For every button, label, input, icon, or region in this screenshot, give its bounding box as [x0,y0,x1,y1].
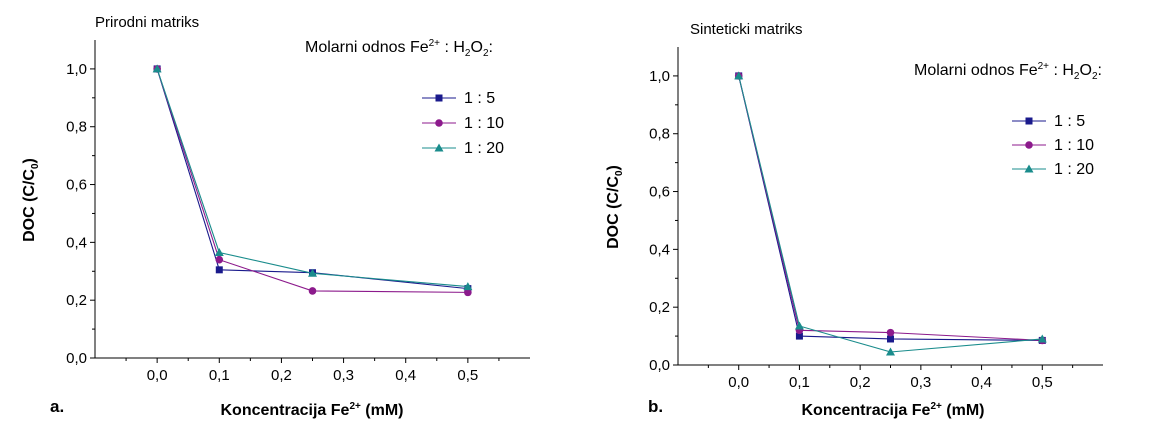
legend-label: 1 : 5 [1054,113,1085,130]
x-tick-label: 0,3 [333,367,354,384]
series-line-1 [738,75,1043,341]
data-point [734,71,744,80]
panel-title: Sinteticki matriks [690,21,803,38]
chart-panel-a: 0,0 0,2 0,4 0,6 0,8 1,0 0,0 0,1 0,2 0,3 0,4 0,5 Prir… [21,14,530,419]
panel-title: Prirodni matriks [95,14,199,31]
data-point [308,287,317,295]
y-axis-title: DOC (C/C0) [21,158,41,242]
x-tick-label: 0,4 [971,374,992,391]
legend-label: 1 : 10 [464,115,504,132]
data-point [215,255,224,264]
x-tick-label: 0,5 [1032,374,1053,391]
x-tick-label: 0,1 [789,374,810,391]
x-tick-label: 0,1 [209,367,230,384]
x-tick-label: 0,2 [271,367,292,384]
series-line-2 [156,68,468,293]
x-axis-title: Koncentracija Fe2+ (mM) [221,401,404,419]
panel-letter: b. [648,397,663,416]
x-tick-label: 0,0 [147,367,168,384]
y-tick-label: 0,2 [649,299,670,316]
legend-marker [1025,141,1033,149]
y-tick-label: 0,4 [649,241,670,258]
data-point [214,247,224,256]
data-point [215,266,223,274]
legend-label: 1 : 5 [464,90,495,107]
data-point [464,288,472,297]
x-tick-label: 0,3 [910,374,931,391]
y-tick-label: 0,8 [66,119,87,136]
legend-marker [435,119,443,127]
legend-label: 1 : 10 [1054,137,1094,154]
y-tick-label: 0,0 [649,357,670,374]
legend-marker [435,94,443,102]
series-line-3 [738,75,1043,353]
x-tick-label: 0,5 [457,367,478,384]
data-point [308,268,317,277]
series-line-3 [156,68,468,288]
y-tick-label: 0,2 [66,292,87,309]
y-axis-title: DOC (C/C0) [605,165,625,249]
y-tick-label: 0,6 [66,177,87,194]
series-line-2 [738,75,1043,341]
legend-title: Molarni odnos Fe2+ : H2O2: [305,38,493,59]
y-tick-label: 1,0 [649,68,670,85]
x-tick-label: 0,0 [728,374,749,391]
x-tick-label: 0,2 [850,374,871,391]
x-tick-label: 0,4 [395,367,416,384]
y-tick-label: 0,6 [649,184,670,201]
legend-marker [434,143,444,152]
data-point [1037,334,1047,343]
legend-label: 1 : 20 [1054,161,1094,178]
y-tick-label: 1,0 [66,61,87,78]
y-tick-label: 0,8 [649,126,670,143]
panel-letter: a. [50,397,64,416]
data-point [152,64,162,73]
data-point [886,328,895,337]
series-line-1 [156,68,468,290]
legend-label: 1 : 20 [464,140,504,157]
chart-panel-b: 0,0 0,2 0,4 0,6 0,8 1,0 0,0 0,1 0,2 0,3 0,4 0,5 Sint… [605,21,1103,419]
data-point [463,282,473,291]
y-tick-label: 0,0 [66,350,87,367]
x-axis-title: Koncentracija Fe2+ (mM) [802,401,985,419]
data-point [887,335,894,343]
y-tick-label: 0,4 [66,234,87,251]
legend-marker [1025,117,1033,125]
legend-title: Molarni odnos Fe2+ : H2O2: [914,61,1102,82]
legend-marker [1024,164,1034,173]
data-point [886,347,895,356]
data-point [794,321,804,330]
data-point [795,332,803,340]
